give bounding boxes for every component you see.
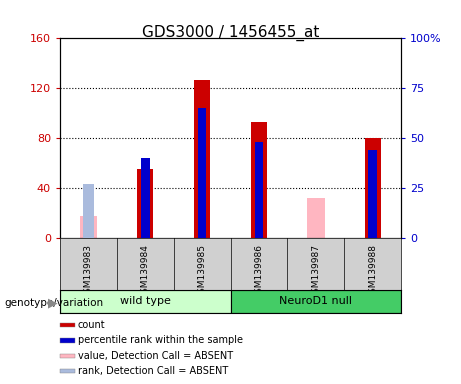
Text: GSM139983: GSM139983 — [84, 244, 93, 299]
Bar — [198, 108, 207, 238]
Text: wild type: wild type — [120, 296, 171, 306]
Bar — [254, 142, 263, 238]
Bar — [365, 138, 381, 238]
Bar — [83, 184, 94, 238]
Text: count: count — [78, 320, 106, 330]
Text: GSM139986: GSM139986 — [254, 244, 263, 299]
Text: GSM139987: GSM139987 — [311, 244, 320, 299]
Bar — [368, 150, 377, 238]
Text: GSM139988: GSM139988 — [368, 244, 377, 299]
Text: percentile rank within the sample: percentile rank within the sample — [78, 336, 243, 346]
Bar — [80, 216, 97, 238]
Bar — [230, 290, 401, 313]
Bar — [307, 198, 325, 238]
Text: ▶: ▶ — [48, 296, 58, 309]
Bar — [60, 290, 230, 313]
Bar — [60, 354, 75, 358]
Text: rank, Detection Call = ABSENT: rank, Detection Call = ABSENT — [78, 366, 228, 376]
Bar — [60, 369, 75, 373]
Bar — [251, 122, 267, 238]
Text: value, Detection Call = ABSENT: value, Detection Call = ABSENT — [78, 351, 233, 361]
Bar — [137, 169, 153, 238]
Text: NeuroD1 null: NeuroD1 null — [279, 296, 352, 306]
Bar — [194, 79, 210, 238]
Text: GSM139984: GSM139984 — [141, 244, 150, 299]
Text: genotype/variation: genotype/variation — [5, 298, 104, 308]
Text: GSM139985: GSM139985 — [198, 244, 207, 299]
Bar — [60, 338, 75, 343]
Bar — [60, 323, 75, 327]
Bar — [141, 158, 149, 238]
Text: GDS3000 / 1456455_at: GDS3000 / 1456455_at — [142, 25, 319, 41]
